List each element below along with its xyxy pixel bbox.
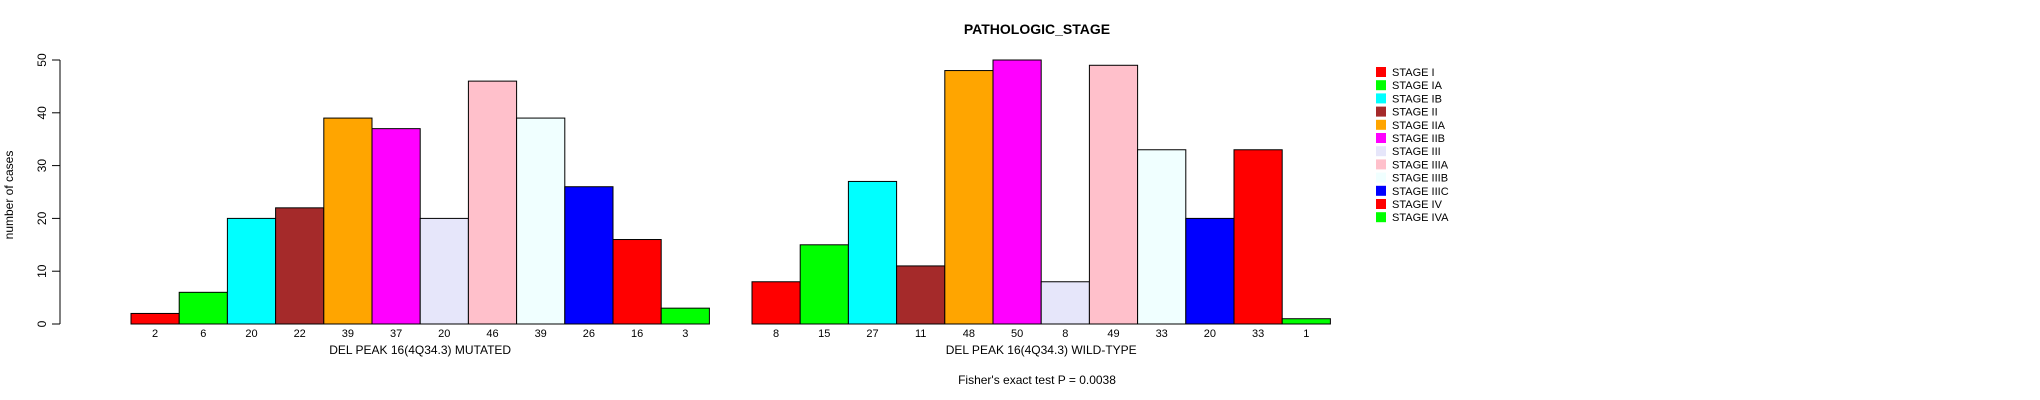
bar [516,117,566,325]
bar [1185,217,1235,325]
y-tick-label: 10 [35,264,49,278]
bar [660,307,710,325]
legend-swatch [1376,146,1386,157]
bar [419,217,469,325]
bar [751,281,801,325]
legend-label: STAGE IIA [1392,120,1446,132]
legend-label: STAGE IIIC [1392,186,1449,198]
x-axis-label: DEL PEAK 16(4Q34.3) WILD-TYPE [946,343,1137,357]
y-tick-label: 20 [35,211,49,225]
bar-count-label: 48 [963,328,975,340]
bar [467,80,518,325]
bar [564,186,614,325]
bar [896,265,946,325]
legend-label: STAGE III [1392,146,1441,158]
legend-swatch [1376,93,1386,104]
legend-label: STAGE IV [1392,199,1443,211]
legend-label: STAGE I [1392,67,1435,79]
y-tick-label: 50 [35,53,49,67]
bar-count-label: 11 [915,328,926,340]
legend-swatch [1376,185,1386,196]
legend-swatch [1376,106,1386,117]
bar-count-label: 20 [438,328,450,340]
legend-label: STAGE II [1392,107,1438,119]
bar [847,180,898,325]
legend-label: STAGE IVA [1392,212,1449,224]
bar-count-label: 6 [200,328,206,340]
fisher-test-footnote: Fisher's exact test P = 0.0038 [958,373,1116,387]
bar-count-label: 20 [1204,328,1216,340]
bar-count-label: 8 [1062,328,1068,340]
bar-count-label: 26 [583,328,595,340]
legend-swatch [1376,172,1386,183]
bar-count-label: 20 [245,328,257,340]
legend-swatch [1376,67,1386,77]
bar-count-label: 3 [682,328,688,340]
legend-swatch [1376,212,1386,223]
bar-count-label: 1 [1303,328,1309,340]
bar [1040,281,1090,325]
bar [226,217,277,325]
bar-count-label: 2 [152,328,158,340]
x-axis-label: DEL PEAK 16(4Q34.3) MUTATED [329,343,511,357]
bar [178,291,228,325]
bar-count-label: 33 [1252,328,1264,340]
y-tick-label: 40 [35,106,49,120]
legend-label: STAGE IIIA [1392,159,1449,171]
legend-label: STAGE IA [1392,80,1443,92]
y-tick-label: 0 [35,320,49,327]
bar [799,244,849,325]
bar [944,70,994,325]
legend-label: STAGE IB [1392,93,1442,105]
bar-panel-2: 8 15 27 11 48 50 8 49 33 20 33 1 DEL PEAK 16(4Q34.3)… [751,59,1331,357]
bar-count-label: 39 [535,328,547,340]
bar-count-label: 15 [818,328,830,340]
bar-count-label: 27 [866,328,878,340]
bar [1137,149,1187,325]
bar [275,207,325,325]
y-axis-ticks: 0 10 20 30 40 50 [35,53,60,327]
legend-swatch [1376,80,1386,91]
bar-count-label: 33 [1156,328,1168,340]
legend-swatch [1376,159,1386,170]
bar [992,59,1042,325]
bar-count-label: 46 [486,328,498,340]
bar [130,312,180,325]
bar-count-label: 22 [294,328,306,340]
bar [612,239,662,325]
bar-count-label: 8 [773,328,779,340]
bar-count-label: 49 [1107,328,1119,340]
bar-count-label: 50 [1011,328,1023,340]
legend-swatch [1376,133,1386,143]
bar [371,128,421,325]
bar [323,117,373,325]
bar [1233,149,1283,325]
y-tick-label: 30 [35,159,49,173]
bar [1088,64,1139,325]
bar-count-label: 39 [342,328,354,340]
chart-title: PATHOLOGIC_STAGE [964,21,1110,37]
y-axis-label: number of cases [2,151,16,240]
legend-label: STAGE IIB [1392,133,1445,145]
bar [1281,318,1331,325]
legend-swatch [1376,199,1386,209]
legend-swatch [1376,119,1386,130]
legend-label: STAGE IIIB [1392,173,1448,185]
bar-count-label: 37 [390,328,402,340]
bar-count-label: 16 [631,328,643,340]
